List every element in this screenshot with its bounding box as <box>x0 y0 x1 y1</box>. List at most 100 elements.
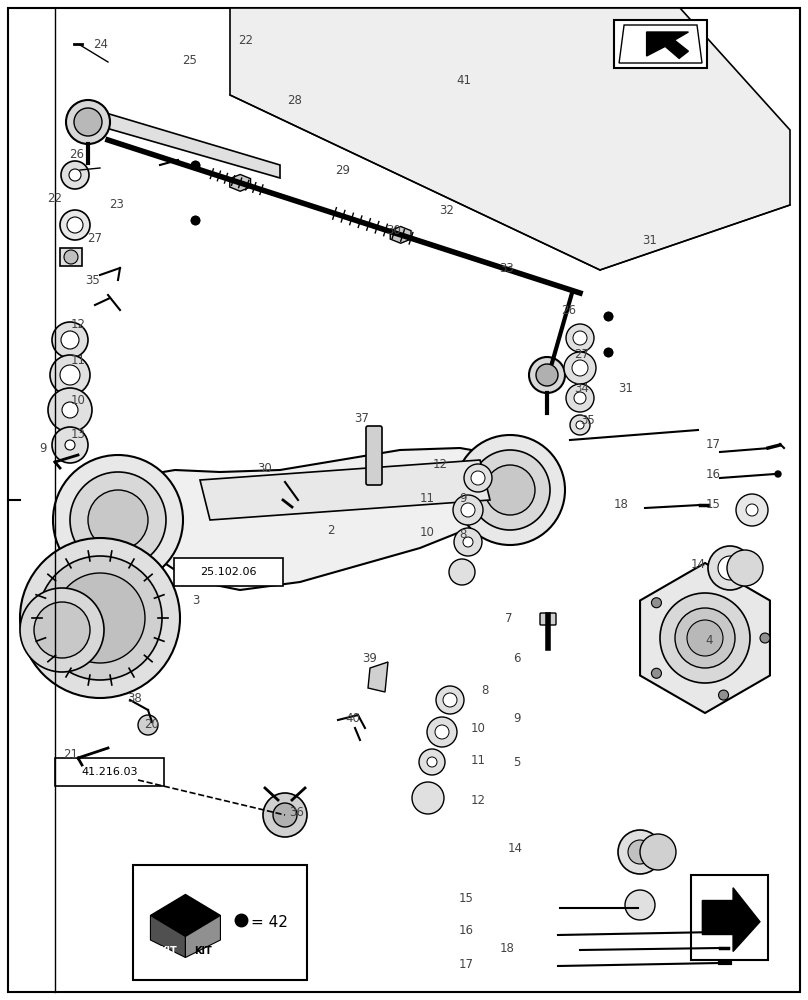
Circle shape <box>443 693 457 707</box>
Circle shape <box>572 360 588 376</box>
Circle shape <box>419 749 445 775</box>
Circle shape <box>455 435 565 545</box>
Circle shape <box>64 250 78 264</box>
Text: 28: 28 <box>287 94 301 106</box>
Text: 10: 10 <box>420 526 435 538</box>
Polygon shape <box>150 916 185 958</box>
Circle shape <box>775 471 781 477</box>
Circle shape <box>52 427 88 463</box>
Text: = 42: = 42 <box>251 915 288 930</box>
Text: 41.216.03: 41.216.03 <box>82 767 137 777</box>
Text: 30: 30 <box>386 224 401 236</box>
Circle shape <box>61 161 89 189</box>
Text: 27: 27 <box>87 232 103 244</box>
Circle shape <box>50 355 90 395</box>
Circle shape <box>708 546 752 590</box>
Circle shape <box>716 928 724 936</box>
Bar <box>691 875 768 960</box>
Bar <box>614 20 707 68</box>
Circle shape <box>69 169 81 181</box>
Text: 26: 26 <box>69 148 84 161</box>
Text: 2: 2 <box>327 524 335 536</box>
Text: 41: 41 <box>457 74 472 87</box>
Circle shape <box>52 322 88 358</box>
Polygon shape <box>646 32 688 58</box>
Circle shape <box>566 324 594 352</box>
Polygon shape <box>640 563 770 713</box>
Text: 9: 9 <box>39 442 46 454</box>
FancyBboxPatch shape <box>366 426 382 485</box>
Circle shape <box>67 217 83 233</box>
Text: 15: 15 <box>459 892 473 904</box>
Circle shape <box>427 757 437 767</box>
Text: 32: 32 <box>439 204 453 217</box>
Circle shape <box>760 633 770 643</box>
Text: 14: 14 <box>691 558 706 572</box>
Circle shape <box>34 602 90 658</box>
Circle shape <box>62 402 78 418</box>
Circle shape <box>485 465 535 515</box>
Circle shape <box>74 108 102 136</box>
Polygon shape <box>368 662 388 692</box>
Text: 29: 29 <box>335 163 351 176</box>
Circle shape <box>718 690 729 700</box>
Circle shape <box>566 384 594 412</box>
Text: 10: 10 <box>470 722 485 734</box>
Text: 18: 18 <box>499 942 514 954</box>
Circle shape <box>618 830 662 874</box>
Text: 12: 12 <box>432 458 448 472</box>
Polygon shape <box>702 888 760 952</box>
Text: 35: 35 <box>580 414 595 426</box>
Circle shape <box>412 782 444 814</box>
Bar <box>174 558 283 586</box>
Polygon shape <box>200 460 490 520</box>
Circle shape <box>640 834 676 870</box>
Circle shape <box>464 464 492 492</box>
Text: 11: 11 <box>470 754 486 766</box>
Text: 39: 39 <box>362 652 377 664</box>
Text: 17: 17 <box>705 438 721 452</box>
Bar <box>60 248 82 266</box>
Circle shape <box>461 503 475 517</box>
Circle shape <box>65 440 75 450</box>
Text: 22: 22 <box>238 33 254 46</box>
Text: 9: 9 <box>513 712 520 724</box>
Circle shape <box>628 840 652 864</box>
Text: 4: 4 <box>705 634 713 647</box>
Circle shape <box>53 455 183 585</box>
Circle shape <box>529 357 565 393</box>
Circle shape <box>536 364 558 386</box>
Text: 21: 21 <box>63 748 78 762</box>
Text: 10: 10 <box>71 393 86 406</box>
Text: 16: 16 <box>459 924 474 936</box>
Circle shape <box>625 890 655 920</box>
Circle shape <box>573 331 587 345</box>
Text: 35: 35 <box>85 273 99 286</box>
Circle shape <box>736 494 768 526</box>
Circle shape <box>718 576 729 586</box>
Text: 23: 23 <box>109 198 124 212</box>
Text: KIT: KIT <box>194 946 212 956</box>
Circle shape <box>727 550 763 586</box>
Circle shape <box>60 365 80 385</box>
Circle shape <box>60 210 90 240</box>
Text: 33: 33 <box>499 261 514 274</box>
Text: 31: 31 <box>618 381 633 394</box>
Text: 9: 9 <box>459 491 466 504</box>
Bar <box>133 865 307 980</box>
Text: 25.102.06: 25.102.06 <box>200 567 256 577</box>
Bar <box>55 758 164 786</box>
Text: 7: 7 <box>505 611 512 624</box>
Text: 15: 15 <box>705 498 720 512</box>
Text: 30: 30 <box>257 462 271 475</box>
Circle shape <box>470 450 550 530</box>
Circle shape <box>263 793 307 837</box>
Circle shape <box>574 392 586 404</box>
Circle shape <box>570 415 590 435</box>
Text: 6: 6 <box>513 652 520 664</box>
Text: 13: 13 <box>71 428 86 442</box>
Circle shape <box>564 352 596 384</box>
Circle shape <box>66 100 110 144</box>
Text: 22: 22 <box>47 192 62 205</box>
Circle shape <box>61 331 79 349</box>
